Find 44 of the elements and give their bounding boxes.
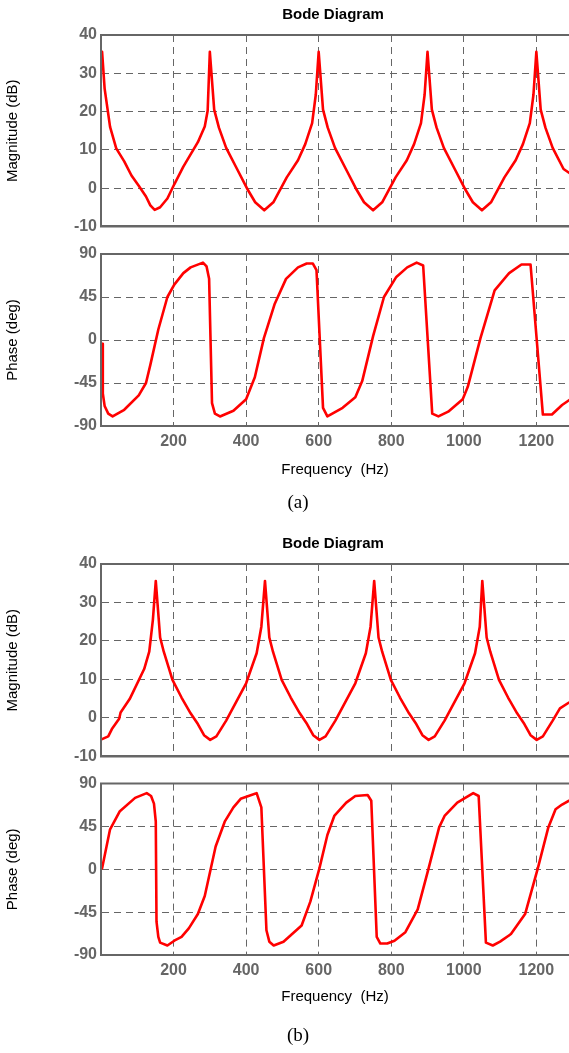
y-tick-label: 40 <box>79 554 98 572</box>
y-axis-title: Magnitude (dB) <box>3 608 21 712</box>
x-tick-label: 600 <box>305 961 333 979</box>
x-axis-title: Frequency (Hz) <box>281 460 389 478</box>
y-tick-label: 10 <box>79 140 98 158</box>
x-axis-title: Frequency (Hz) <box>281 987 389 1005</box>
x-tick-label: 800 <box>377 961 405 979</box>
y-tick-label: 0 <box>88 330 98 348</box>
x-tick-label: 1200 <box>518 432 555 450</box>
y-tick-label: -90 <box>73 945 98 963</box>
x-tick-label: 400 <box>232 961 260 979</box>
y-tick-label: 10 <box>79 669 98 687</box>
y-axis-title: Magnitude (dB) <box>3 79 21 182</box>
y-tick-label: 0 <box>88 859 98 877</box>
text: (b) <box>286 1023 310 1046</box>
y-tick-label: 90 <box>79 244 98 262</box>
chart-title: Bode Diagram <box>282 534 384 552</box>
y-tick-label: -10 <box>73 216 98 234</box>
x-tick-label: 200 <box>160 432 187 450</box>
y-axis-title: Phase (deg) <box>3 299 21 381</box>
x-tick-label: 1000 <box>445 961 482 979</box>
text: (a) <box>287 490 309 513</box>
chart-title: Bode Diagram <box>282 5 384 23</box>
x-tick-label: 200 <box>160 961 187 979</box>
y-tick-label: 90 <box>79 774 98 792</box>
y-tick-label: 20 <box>79 631 98 649</box>
y-tick-label: 40 <box>79 25 98 43</box>
y-tick-label: -90 <box>73 416 98 434</box>
x-tick-label: 600 <box>305 432 333 450</box>
y-tick-label: 45 <box>79 816 98 834</box>
y-tick-label: 30 <box>79 592 98 610</box>
y-tick-label: -10 <box>73 746 98 764</box>
x-tick-label: 800 <box>377 432 405 450</box>
y-tick-label: 0 <box>88 178 98 196</box>
y-tick-label: -45 <box>73 373 98 391</box>
y-tick-label: 30 <box>79 63 98 81</box>
x-tick-label: 1000 <box>445 432 482 450</box>
y-tick-label: -45 <box>73 902 98 920</box>
x-tick-label: 400 <box>232 432 260 450</box>
y-tick-label: 45 <box>79 287 98 305</box>
x-tick-label: 1200 <box>518 961 555 979</box>
y-axis-title: Phase (deg) <box>3 828 21 911</box>
y-tick-label: 20 <box>79 101 98 119</box>
y-tick-label: 0 <box>88 708 98 726</box>
